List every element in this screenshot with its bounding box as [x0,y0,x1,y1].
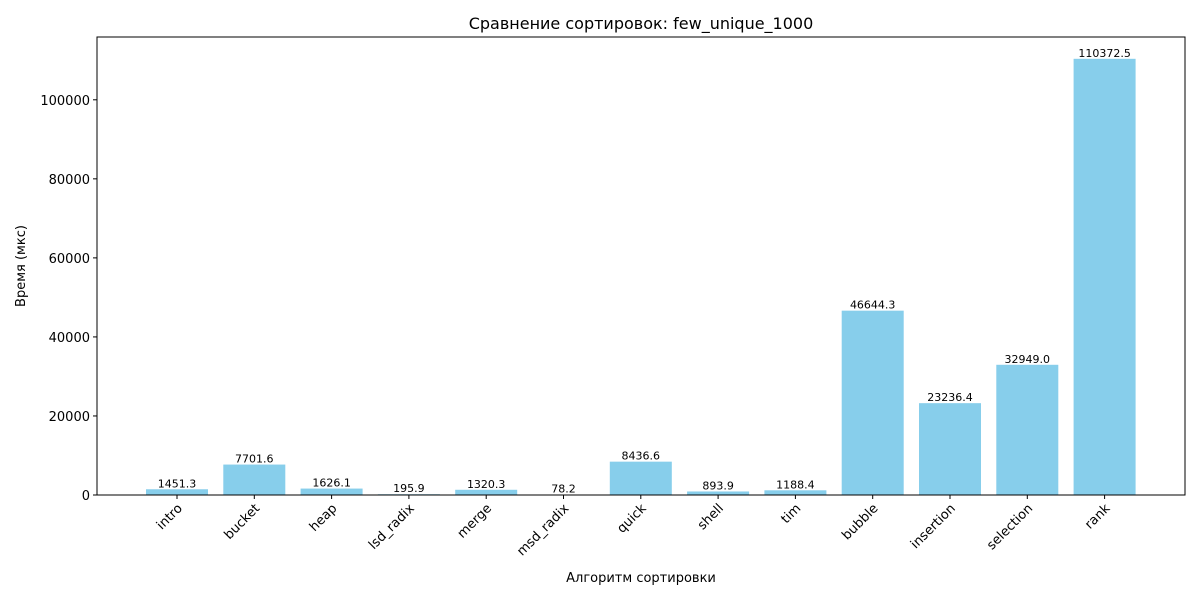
bar-bubble [841,310,904,495]
y-tick-label-60000: 60000 [49,252,90,267]
bar-bucket [223,464,286,495]
x-tick-label-quick: quick [614,501,650,537]
data-label-intro: 1451.3 [158,477,197,490]
y-tick-label-20000: 20000 [49,410,90,425]
data-label-tim: 1188.4 [776,478,815,491]
bar-rank [1073,58,1136,496]
y-tick-label-40000: 40000 [49,331,90,346]
data-labels-layer: 1451.3 7701.6 1626.1 195.9 1320.3 78.2 8436.6 8… [158,47,1131,496]
bar-shell [687,491,750,495]
x-tick-label-merge: merge [455,501,495,541]
data-label-bubble: 46644.3 [850,299,896,312]
x-tick-label-lsd_radix: lsd_radix [366,501,418,553]
x-tick-label-bubble: bubble [839,501,881,543]
bars-layer [146,58,1136,496]
data-label-rank: 110372.5 [1078,47,1131,60]
data-label-heap: 1626.1 [312,477,351,490]
y-axis: 0 20000 40000 60000 80000 100000 [40,94,97,504]
data-label-selection: 32949.0 [1005,353,1051,366]
x-tick-label-selection: selection [984,501,1036,553]
x-tick-label-shell: shell [695,501,727,533]
bar-quick [609,461,672,495]
x-tick-label-rank: rank [1082,501,1114,533]
bar-tim [764,490,827,495]
y-tick-label-0: 0 [82,489,90,504]
chart-title: Сравнение сортировок: few_unique_1000 [469,14,814,34]
x-tick-label-bucket: bucket [222,501,264,543]
bar-selection [996,364,1059,495]
x-tick-label-insertion: insertion [908,501,959,552]
data-label-shell: 893.9 [702,479,734,492]
data-label-msd_radix: 78.2 [551,483,576,496]
y-axis-title: Время (мкс) [14,225,29,307]
plot-frame [96,36,1186,496]
data-label-bucket: 7701.6 [235,453,274,466]
x-tick-label-heap: heap [307,501,341,535]
x-tick-label-msd_radix: msd_radix [514,501,572,559]
y-tick-label-80000: 80000 [49,173,90,188]
data-label-insertion: 23236.4 [927,391,973,404]
bar-heap [300,488,363,495]
bar-merge [455,489,518,495]
data-label-quick: 8436.6 [622,450,661,463]
data-label-merge: 1320.3 [467,478,506,491]
x-axis-title: Алгоритм сортировки [566,571,716,586]
data-label-lsd_radix: 195.9 [393,482,425,495]
x-tick-label-intro: intro [154,501,186,533]
x-axis: intro bucket heap lsd_radix merge msd_radix qu… [154,495,1114,559]
bar-insertion [919,403,981,495]
x-tick-label-tim: tim [779,501,805,527]
bar-intro [146,489,208,495]
y-tick-label-100000: 100000 [40,94,90,109]
